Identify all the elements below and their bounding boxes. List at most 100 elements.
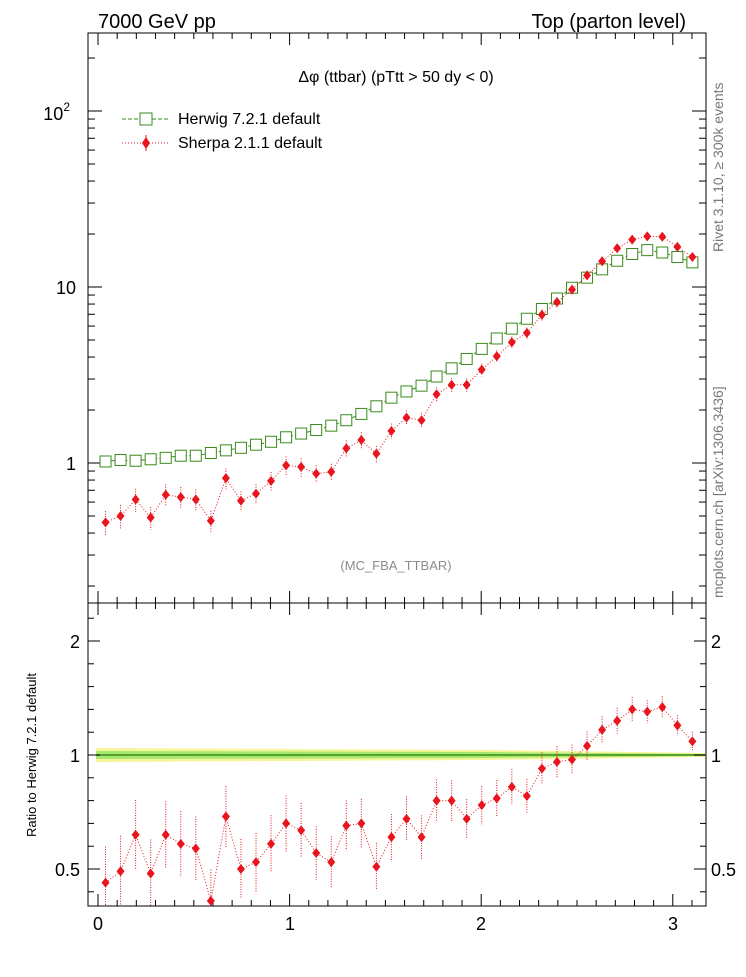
ratio-point	[492, 793, 501, 804]
sherpa-point	[462, 379, 471, 390]
herwig-point	[370, 400, 383, 413]
herwig-point	[460, 352, 473, 365]
herwig-point	[250, 438, 263, 451]
sherpa-point	[131, 494, 140, 505]
herwig-point	[189, 449, 202, 462]
sherpa-point	[613, 243, 622, 254]
herwig-point	[626, 247, 639, 260]
main-ytick-100: 102	[43, 100, 70, 124]
sherpa-point	[372, 448, 381, 459]
sherpa-point	[191, 494, 200, 505]
sherpa-point	[568, 284, 577, 295]
sherpa-point	[342, 443, 351, 454]
ratio-ylabel: Ratio to Herwig 7.2.1 default	[24, 673, 39, 837]
analysis-watermark: (MC_FBA_TTBAR)	[340, 558, 451, 573]
sherpa-point	[402, 412, 411, 423]
herwig-point	[505, 322, 518, 335]
ratio-point	[507, 781, 516, 792]
herwig-point	[520, 312, 533, 325]
ratio-point	[206, 895, 215, 906]
ratio-point	[583, 740, 592, 751]
herwig-point	[204, 446, 217, 459]
sherpa-point	[312, 468, 321, 479]
ratio-point	[673, 720, 682, 731]
herwig-point	[159, 451, 172, 464]
ratio-point	[161, 829, 170, 840]
ratio-ytick-left-1: 1	[70, 746, 80, 766]
herwig-point	[355, 407, 368, 420]
herwig-point	[129, 454, 142, 467]
ratio-point	[447, 795, 456, 806]
sherpa-point	[537, 309, 546, 320]
sherpa-point	[522, 327, 531, 338]
main-ytick-10: 10	[56, 278, 76, 298]
sherpa-point	[492, 351, 501, 362]
sherpa-point	[477, 364, 486, 375]
sherpa-point	[432, 389, 441, 400]
herwig-point	[430, 370, 443, 383]
herwig-point	[400, 385, 413, 398]
herwig-point	[295, 427, 308, 440]
herwig-point	[385, 391, 398, 404]
herwig-point	[174, 449, 187, 462]
herwig-point	[611, 254, 624, 267]
herwig-point	[641, 244, 654, 257]
herwig-point	[490, 332, 503, 345]
herwig-point	[219, 444, 232, 457]
legend-herwig-label: Herwig 7.2.1 default	[178, 111, 321, 128]
main-series-layer	[99, 231, 699, 536]
herwig-point	[280, 431, 293, 444]
main-plot-title: Δφ (ttbar) (pTtt > 50 dy < 0)	[298, 69, 493, 86]
herwig-point	[325, 419, 338, 432]
sherpa-point	[628, 234, 637, 245]
herwig-point	[234, 441, 247, 454]
ratio-point	[417, 832, 426, 843]
xtick-label-2: 2	[476, 914, 486, 934]
ratio-series-line	[105, 706, 693, 902]
herwig-point	[114, 454, 127, 467]
herwig-point	[265, 435, 278, 448]
ratio-point	[221, 811, 230, 822]
sherpa-point	[176, 492, 185, 503]
ratio-point	[252, 857, 261, 868]
ratio-series-layer	[101, 696, 697, 906]
herwig-point	[99, 455, 112, 468]
ratio-ytick-left-2: 2	[70, 632, 80, 652]
ratio-point	[236, 864, 245, 874]
sherpa-point	[643, 231, 652, 242]
legend-sherpa-label: Sherpa 2.1.1 default	[178, 135, 323, 152]
sherpa-point	[297, 461, 306, 472]
sherpa-point	[357, 435, 366, 446]
ratio-point	[658, 702, 667, 713]
header-left-label: 7000 GeV pp	[98, 11, 216, 33]
ratio-point	[267, 838, 276, 849]
ratio-ytick-right-2: 2	[711, 632, 721, 652]
ratio-point	[372, 861, 381, 872]
ratio-point	[462, 813, 471, 824]
sherpa-point	[101, 517, 110, 528]
ratio-point	[176, 838, 185, 849]
ratio-point	[477, 800, 486, 811]
ratio-point	[101, 877, 110, 888]
herwig-series-line	[105, 249, 693, 462]
sherpa-point	[161, 489, 170, 500]
legend-sherpa-marker	[142, 137, 150, 149]
ratio-ytick-right-1: 1	[711, 746, 721, 766]
main-axis-ticks	[88, 33, 706, 603]
herwig-point	[310, 423, 323, 436]
ratio-point	[402, 813, 411, 824]
ratio-point	[613, 715, 622, 726]
ratio-point	[357, 818, 366, 829]
ratio-point	[552, 756, 561, 767]
mcplots-label: mcplots.cern.ch [arXiv:1306.3436]	[710, 386, 726, 598]
sherpa-point	[507, 337, 516, 348]
ratio-point	[116, 866, 125, 877]
main-ytick-100-exponent: 2	[63, 100, 70, 114]
ratio-point	[327, 857, 336, 868]
sherpa-point	[236, 495, 245, 506]
ratio-point	[568, 754, 577, 765]
sherpa-point	[673, 241, 682, 252]
herwig-point	[671, 251, 684, 264]
xtick-label-0: 0	[93, 914, 103, 934]
